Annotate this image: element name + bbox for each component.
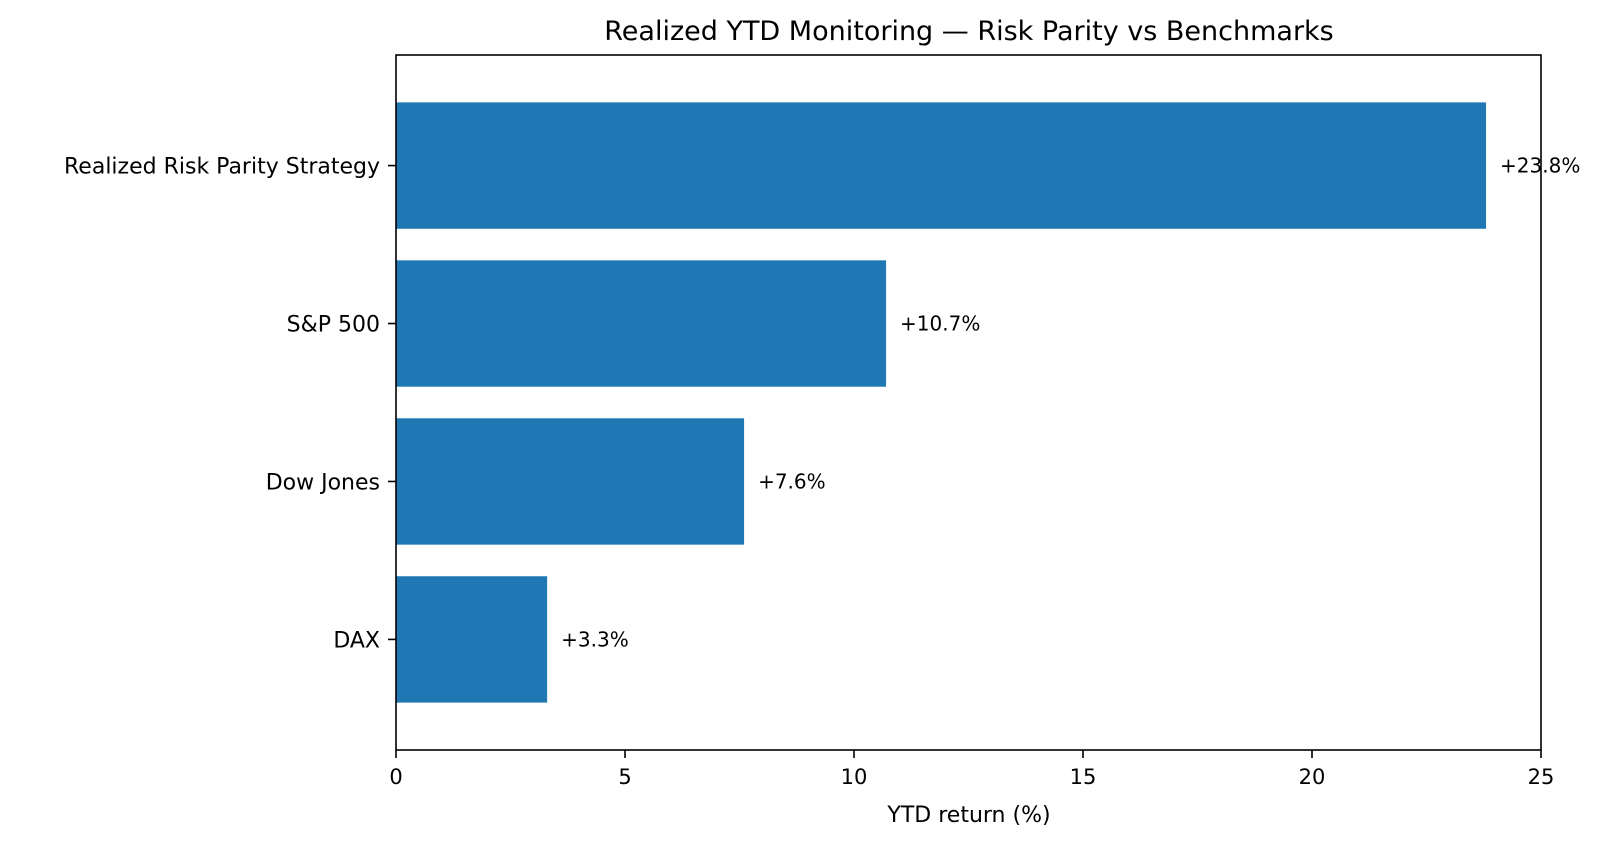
x-tick-label-0: 0 bbox=[389, 765, 402, 789]
x-axis-label: YTD return (%) bbox=[886, 803, 1050, 828]
bars-group bbox=[396, 102, 1487, 703]
x-tick-label-1: 5 bbox=[618, 765, 631, 789]
x-axis: 0 5 10 15 20 25 bbox=[389, 750, 1554, 789]
bar-3 bbox=[396, 576, 548, 703]
plot-frame bbox=[395, 54, 1542, 751]
data-label-3: +3.3% bbox=[561, 627, 629, 651]
x-tick-label-3: 15 bbox=[1070, 765, 1097, 789]
category-label-3: DAX bbox=[333, 628, 380, 653]
data-labels-group: +23.8% +10.7% +7.6% +3.3% bbox=[561, 154, 1580, 652]
bar-0 bbox=[396, 102, 1487, 229]
x-tick-label-4: 20 bbox=[1299, 765, 1326, 789]
x-tick-label-5: 25 bbox=[1528, 765, 1555, 789]
bar-2 bbox=[396, 418, 745, 545]
chart-title: Realized YTD Monitoring — Risk Parity vs… bbox=[604, 16, 1334, 47]
data-label-0: +23.8% bbox=[1500, 154, 1580, 178]
data-label-1: +10.7% bbox=[900, 312, 980, 336]
bar-1 bbox=[396, 260, 887, 387]
x-tick-label-2: 10 bbox=[841, 765, 868, 789]
category-label-1: S&P 500 bbox=[287, 313, 380, 338]
data-label-2: +7.6% bbox=[758, 469, 826, 493]
category-label-0: Realized Risk Parity Strategy bbox=[64, 155, 380, 180]
y-axis: Realized Risk Parity Strategy S&P 500 Dow … bbox=[64, 155, 396, 653]
category-label-2: Dow Jones bbox=[266, 470, 380, 495]
